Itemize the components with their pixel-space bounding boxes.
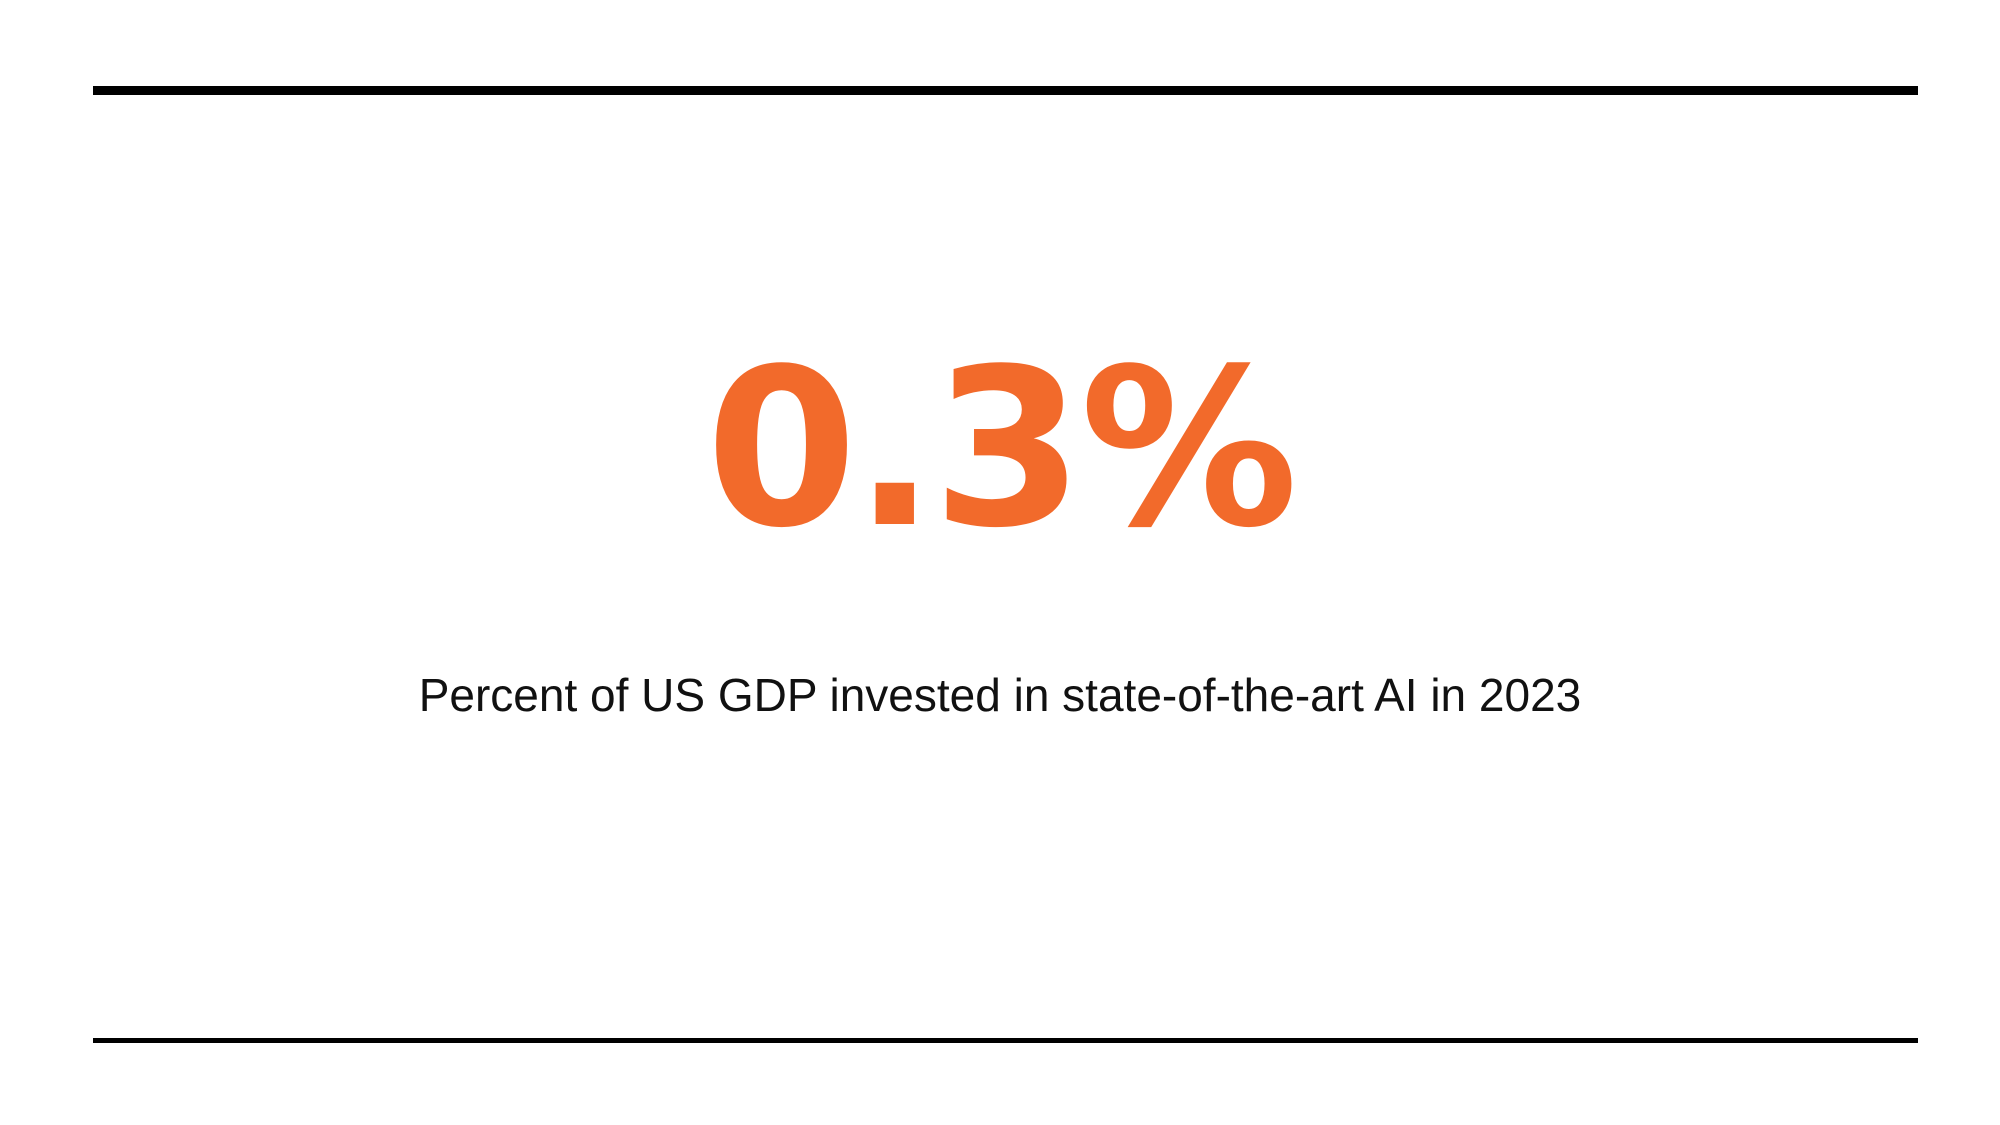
top-divider	[93, 86, 1918, 95]
stat-caption: Percent of US GDP invested in state-of-t…	[418, 669, 1582, 721]
headline-stat: 0.3%	[705, 323, 1299, 576]
bottom-divider	[93, 1038, 1918, 1043]
